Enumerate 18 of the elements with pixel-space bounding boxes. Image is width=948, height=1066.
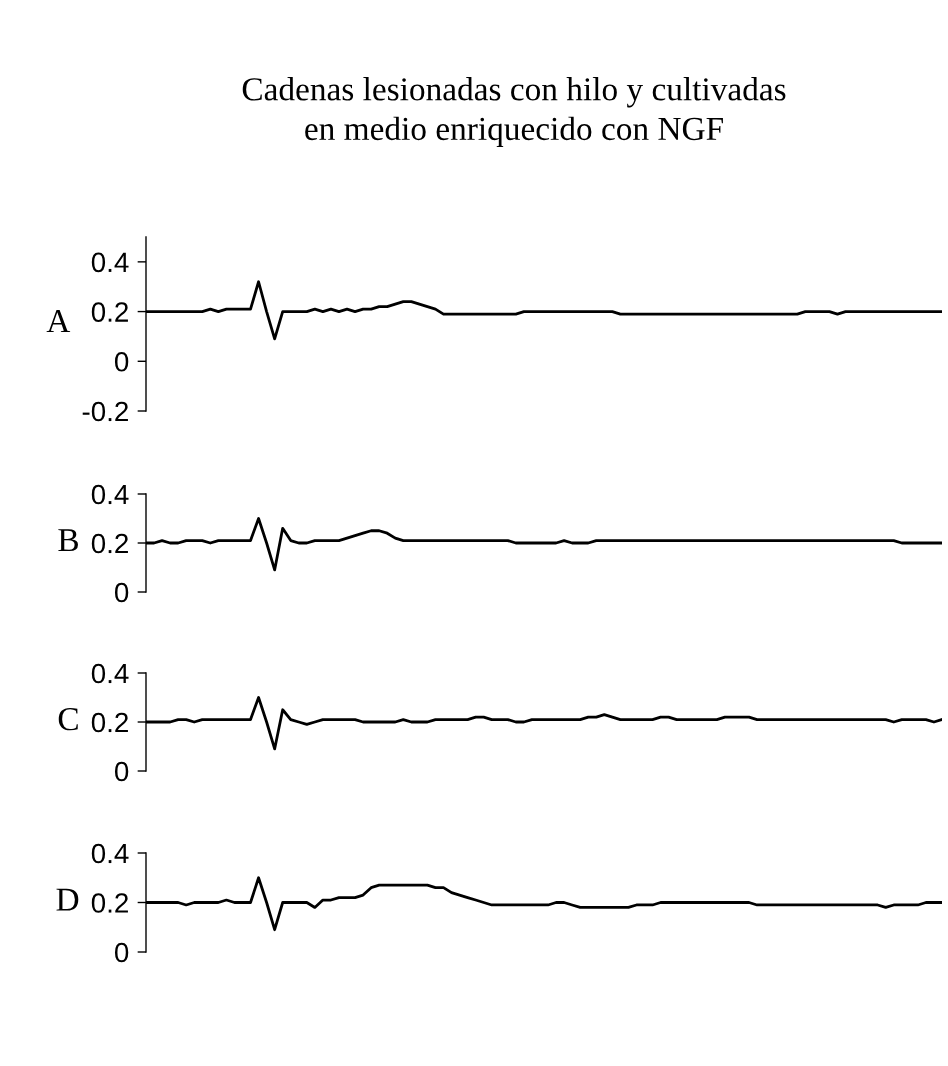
- y-tick-label: 0.4: [91, 252, 129, 273]
- y-axis-title: B: [58, 529, 78, 552]
- y-tick-label: 0.4: [91, 484, 129, 505]
- y-tick-label: 0.2: [91, 712, 128, 733]
- y-tick-label: 0: [114, 942, 129, 963]
- y-tick-label: 0.2: [91, 893, 128, 913]
- y-tick-label: 0: [114, 761, 129, 782]
- y-axis-title: D: [56, 888, 79, 911]
- y-tick-label: 0.4: [91, 663, 129, 684]
- y-tick-label: 0: [114, 582, 129, 603]
- y-axis-title: C: [58, 707, 78, 731]
- y-tick-label: 0.2: [91, 302, 128, 322]
- y-tick-label: 0.4: [91, 843, 129, 864]
- y-tick-label: -0.2: [82, 401, 128, 422]
- y-tick-label: 0.2: [91, 533, 128, 554]
- y-axis-title: A: [46, 310, 71, 333]
- y-tick-label: 0: [114, 351, 129, 372]
- chart-title: Cadenas lesionadas con hilo y cultivadas en medio enriquecido con NGF: [242, 77, 786, 147]
